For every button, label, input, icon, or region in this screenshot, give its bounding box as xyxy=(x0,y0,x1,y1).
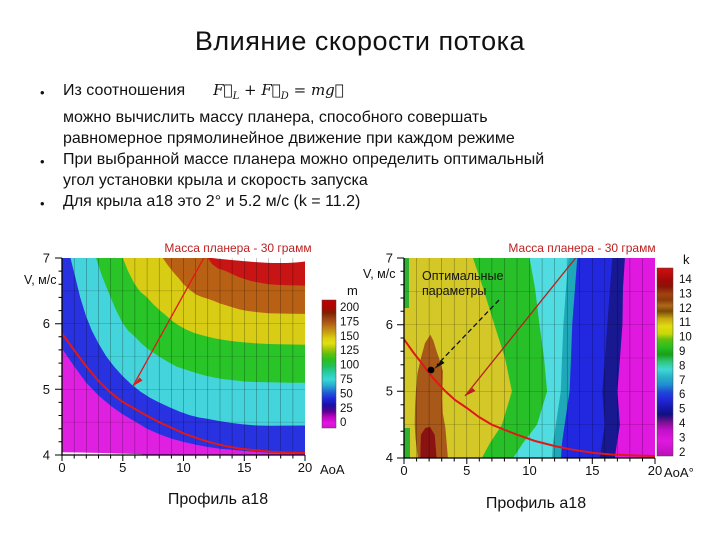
x-axis-label: AoA xyxy=(320,462,345,477)
leader-arrowhead xyxy=(133,377,143,386)
legend-label: 125 xyxy=(340,345,359,357)
highest-k-core xyxy=(420,427,437,458)
leader-arrowhead xyxy=(465,388,476,396)
callout-arrowhead xyxy=(434,360,445,369)
optimum-dot xyxy=(427,366,435,374)
legend-label: 9 xyxy=(679,346,685,358)
legend-title: k xyxy=(683,252,690,267)
bullet-icon: • xyxy=(40,196,45,211)
contour-bands-m xyxy=(62,258,305,455)
legend-label: 8 xyxy=(679,360,685,372)
y-tick-label: 7 xyxy=(386,251,393,266)
legend-label: 4 xyxy=(679,418,686,430)
bullet-text: равномерное прямолинейное движение при к… xyxy=(63,130,515,147)
x-tick-label: 5 xyxy=(119,460,126,475)
y-tick-label: 7 xyxy=(43,251,50,266)
page-title: Влияние скорости потока xyxy=(194,26,526,56)
mass-label-leader xyxy=(132,258,205,387)
legend-label: 50 xyxy=(340,388,353,400)
legend-label: 100 xyxy=(340,360,359,372)
y-tick-label: 4 xyxy=(386,450,393,465)
y-axis-label: V, м/с xyxy=(363,267,395,281)
x-axis-label: AoA° xyxy=(664,465,694,480)
legend-label: 3 xyxy=(679,432,685,444)
contour-bands-k xyxy=(404,258,655,458)
axis-ticks xyxy=(55,257,306,461)
grid-horizontal xyxy=(62,290,305,423)
x-tick-label: 10 xyxy=(176,460,190,475)
x-tick-label: 15 xyxy=(585,463,599,478)
legend-label: 2 xyxy=(679,447,685,459)
formula: F⃗L + F⃗D = mg⃗ xyxy=(213,81,344,102)
contour-chart-k: Масса планера - 30 грамм Оптимальные пар… xyxy=(363,241,694,480)
bullet-text: Для крыла а18 это 2° и 5.2 м/с (k = 11.2… xyxy=(63,193,361,210)
chart-caption-right: Профиль а18 xyxy=(485,495,587,512)
x-tick-label: 5 xyxy=(463,463,470,478)
colorbar-m: m 200 175 150 125 100 75 50 25 0 xyxy=(321,283,359,429)
legend-label: 200 xyxy=(340,302,359,314)
axis-ticks xyxy=(397,257,656,464)
bullet-icon: • xyxy=(40,154,45,169)
legend-label: 6 xyxy=(679,389,685,401)
mass-iso-curve xyxy=(404,338,655,457)
bullet-text: При выбранной массе планера можно опреде… xyxy=(63,151,545,168)
y-tick-label: 6 xyxy=(43,316,50,331)
legend-label: 0 xyxy=(340,417,346,429)
mass-label-leader xyxy=(464,258,577,397)
bullet-list: • Из соотношения F⃗L + F⃗D = mg⃗ можно вы… xyxy=(40,80,700,214)
y-tick-label: 4 xyxy=(43,448,50,463)
optimum-callout-line2: параметры xyxy=(422,284,486,298)
y-tick-label: 6 xyxy=(386,317,393,332)
legend-label: 75 xyxy=(340,374,353,386)
bullet-text: можно вычислить массу планера, способног… xyxy=(63,109,488,126)
optimum-callout-line1: Оптимальные xyxy=(422,269,503,283)
y-axis-label: V, м/с xyxy=(24,273,56,287)
callout-arrow xyxy=(436,299,500,366)
legend-label: 7 xyxy=(679,375,685,387)
x-tick-label: 0 xyxy=(400,463,407,478)
legend-label: 10 xyxy=(679,332,692,344)
bullet-text: угол установки крыла и скорость запуска xyxy=(63,172,368,189)
legend-label: 12 xyxy=(679,303,692,315)
x-tick-label: 15 xyxy=(237,460,251,475)
mass-iso-curve xyxy=(62,332,305,454)
legend-label: 5 xyxy=(679,404,685,416)
y-tick-label: 5 xyxy=(386,384,393,399)
legend-label: 25 xyxy=(340,403,353,415)
bullet-item: • Для крыла а18 это 2° и 5.2 м/с (k = 11… xyxy=(40,191,700,214)
mass-annotation: Масса планера - 30 грамм xyxy=(508,241,655,255)
legend-label: 150 xyxy=(340,331,359,343)
grid-horizontal xyxy=(404,291,655,425)
bullet-text: Из соотношения xyxy=(63,82,186,99)
mass-annotation: Масса планера - 30 грамм xyxy=(164,241,311,255)
y-tick-label: 5 xyxy=(43,382,50,397)
legend-label: 13 xyxy=(679,288,692,300)
x-tick-label: 0 xyxy=(58,460,65,475)
legend-label: 11 xyxy=(679,317,691,329)
bullet-icon: • xyxy=(40,85,45,100)
colorbar-k: k 14 13 12 11 10 9 8 7 6 5 4 3 2 xyxy=(656,252,692,459)
x-tick-label: 20 xyxy=(648,463,662,478)
bullet-item: • Из соотношения F⃗L + F⃗D = mg⃗ можно вы… xyxy=(40,80,700,149)
legend-label: 175 xyxy=(340,316,359,328)
x-tick-label: 10 xyxy=(522,463,536,478)
x-tick-label: 20 xyxy=(298,460,312,475)
chart-caption-left: Профиль а18 xyxy=(167,491,269,508)
grid-vertical xyxy=(73,258,294,455)
legend-title: m xyxy=(347,283,358,298)
contour-chart-mass: Масса планера - 30 грамм V, м/с 7 6 5 4 … xyxy=(24,241,359,477)
legend-label: 14 xyxy=(679,274,692,286)
bullet-item: • При выбранной массе планера можно опре… xyxy=(40,149,700,191)
